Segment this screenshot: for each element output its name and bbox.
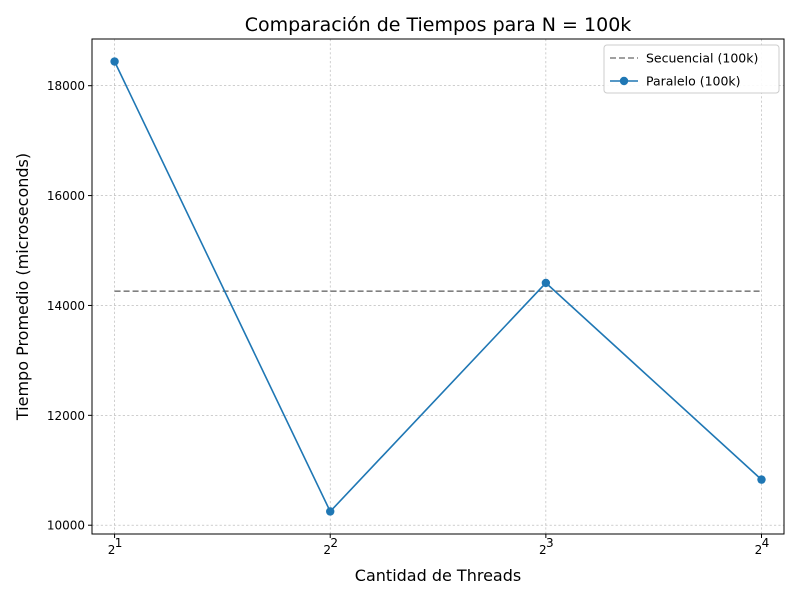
y-axis-label: Tiempo Promedio (microseconds) (13, 153, 32, 421)
series-layer (110, 57, 766, 516)
data-point (110, 57, 119, 66)
legend-marker-1 (619, 76, 629, 86)
y-tick-label: 14000 (47, 299, 85, 313)
y-tick-label: 16000 (47, 189, 85, 203)
x-tick-label-exponent: 2 (330, 536, 338, 550)
plot-frame (91, 38, 785, 535)
x-axis-label: Cantidad de Threads (355, 566, 521, 585)
y-tick-label: 10000 (47, 519, 85, 533)
x-tick-label-exponent: 4 (762, 536, 770, 550)
x-tick-label: 2 (539, 543, 547, 557)
legend-label-0: Secuencial (100k) (646, 51, 758, 66)
legend-box (603, 44, 780, 94)
x-tick-label-exponent: 3 (546, 536, 554, 550)
data-point (326, 507, 335, 516)
x-tick-label: 2 (323, 543, 331, 557)
data-point (541, 278, 551, 288)
x-tick-label: 2 (755, 543, 763, 557)
legend: Secuencial (100k) Paralelo (100k) (603, 44, 780, 94)
data-point (757, 475, 766, 484)
y-tick-label: 18000 (47, 79, 85, 93)
x-tick-label-exponent: 1 (115, 536, 123, 550)
y-tick-label: 12000 (47, 409, 85, 423)
series-line-1 (113, 61, 763, 513)
legend-label-1: Paralelo (100k) (646, 74, 741, 89)
chart-title: Comparación de Tiempos para N = 100k (245, 14, 632, 36)
x-tick-label: 2 (108, 543, 116, 557)
